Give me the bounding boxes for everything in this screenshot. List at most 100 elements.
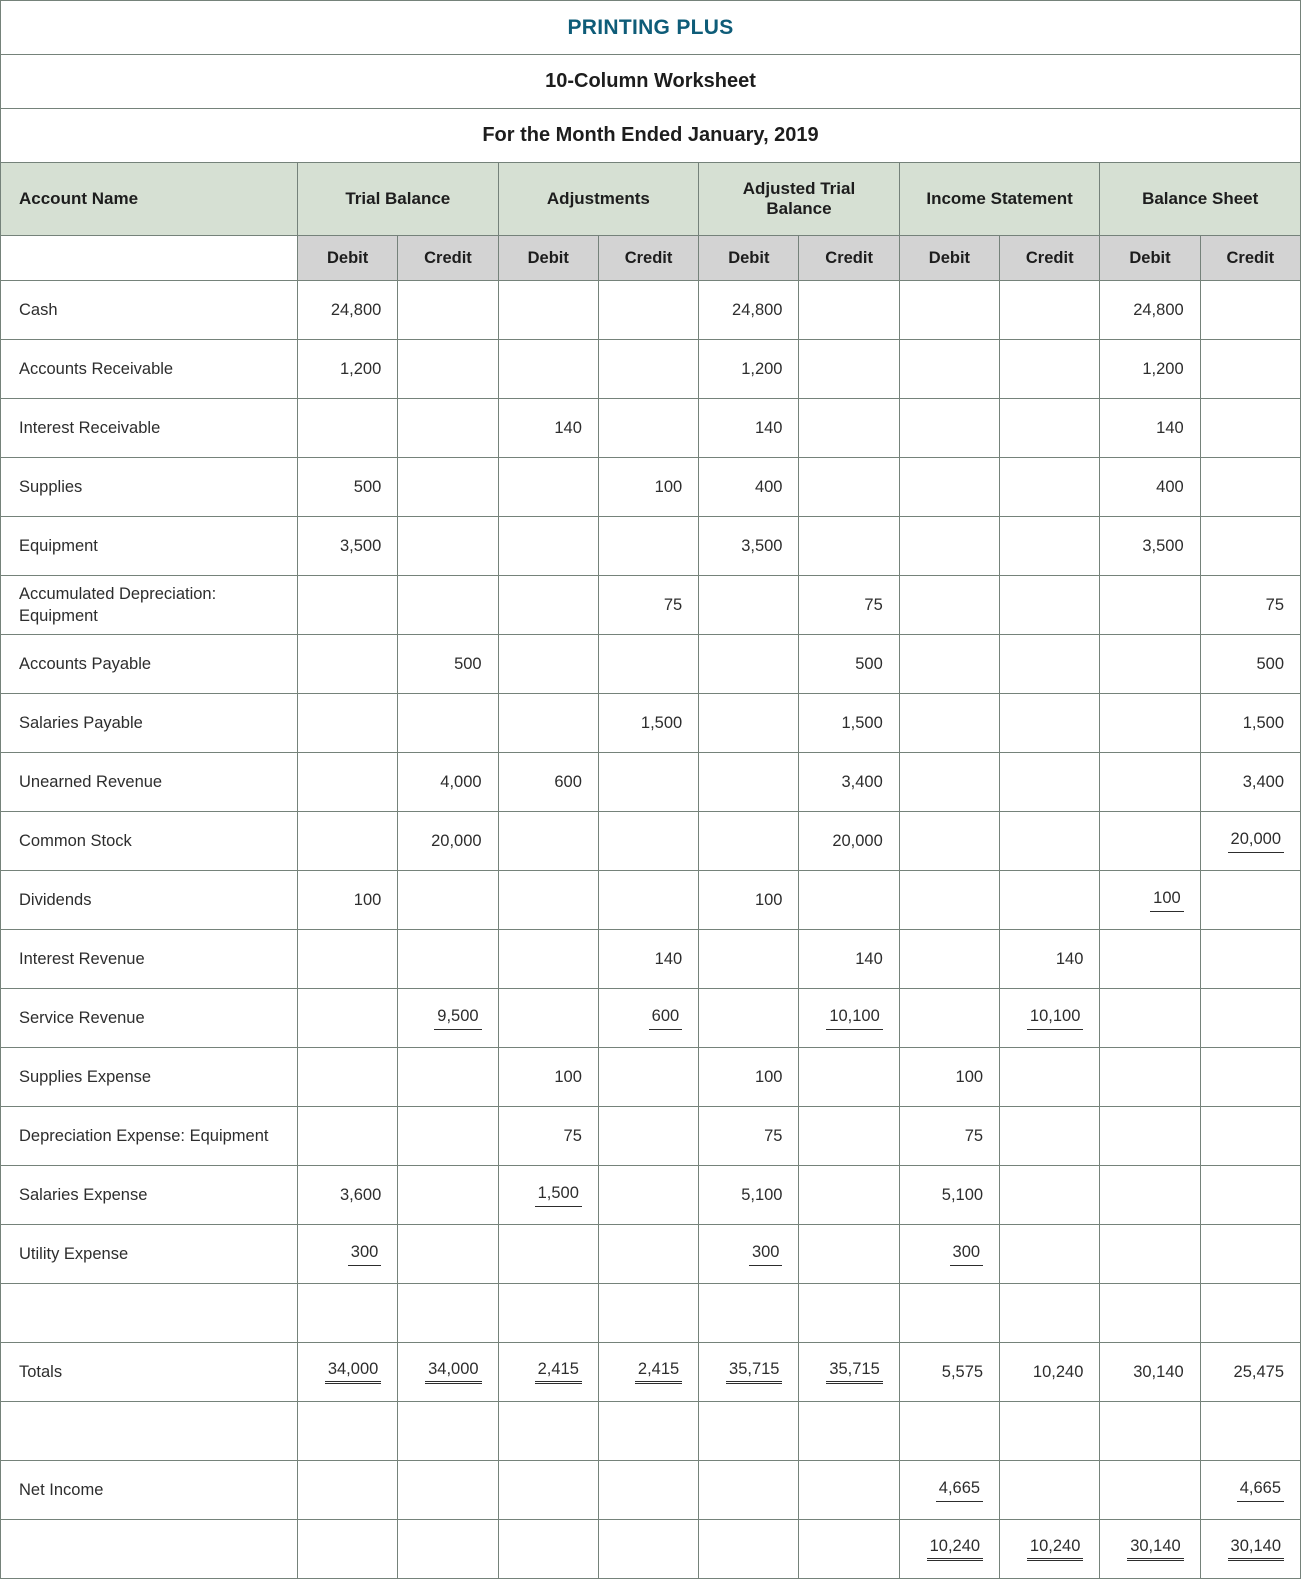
amount-cell: 140 — [497, 398, 599, 458]
amount-value: 100 — [955, 1067, 984, 1086]
amount-cell — [597, 1401, 700, 1461]
amount-cell — [296, 398, 399, 458]
amount-cell: 34,000 — [296, 1342, 399, 1402]
amount-value: 20,000 — [431, 831, 482, 850]
amount-cell: 140 — [698, 398, 800, 458]
amount-cell: 3,400 — [1199, 752, 1301, 812]
amount-cell: 100 — [296, 870, 399, 930]
amount-cell: 100 — [497, 1047, 599, 1107]
amount-cell: 500 — [296, 457, 399, 517]
table-row: 10,240 10,240 30,140 30,140 — [0, 1519, 1301, 1579]
amount-cell — [898, 752, 1001, 812]
amount-cell — [798, 516, 900, 576]
table-row: Common Stock 20,000 20,000 20,000 — [0, 811, 1301, 871]
amount-cell: 35,715 — [698, 1342, 800, 1402]
group-header-balance-sheet: Balance Sheet — [1099, 162, 1301, 236]
amount-cell — [999, 280, 1101, 340]
amount-cell: 1,500 — [1199, 693, 1301, 753]
amount-value: 34,000 — [324, 1360, 382, 1384]
amount-cell — [1199, 516, 1301, 576]
amount-value: 30,140 — [1127, 1537, 1184, 1561]
amount-cell — [1099, 575, 1201, 635]
amount-cell — [898, 988, 1001, 1048]
atb-debit-header: Debit — [698, 235, 800, 281]
amount-cell — [597, 280, 700, 340]
table-row — [0, 1283, 1301, 1343]
amount-cell: 100 — [698, 870, 800, 930]
amount-value: 3,500 — [340, 536, 382, 555]
amount-cell: 25,475 — [1199, 1342, 1301, 1402]
amount-cell — [296, 634, 399, 694]
amount-cell — [497, 1224, 599, 1284]
company-title: PRINTING PLUS — [0, 0, 1301, 55]
amount-cell — [397, 516, 499, 576]
amount-cell: 10,100 — [798, 988, 900, 1048]
amount-cell — [397, 929, 499, 989]
amount-value: 2,415 — [534, 1360, 582, 1384]
amount-cell: 1,500 — [497, 1165, 599, 1225]
amount-value: 100 — [654, 477, 683, 496]
amount-cell — [999, 398, 1101, 458]
amount-cell — [597, 398, 700, 458]
period-title: For the Month Ended January, 2019 — [0, 108, 1301, 163]
amount-cell — [296, 575, 399, 635]
account-name-cell: Interest Receivable — [0, 398, 298, 458]
column-group-header-row: Account Name Trial Balance Adjustments A… — [0, 162, 1301, 236]
amount-cell: 600 — [597, 988, 700, 1048]
amount-value: 500 — [1256, 654, 1284, 673]
amount-value: 75 — [964, 1126, 984, 1145]
amount-cell — [497, 811, 599, 871]
account-name-cell: Salaries Payable — [0, 693, 298, 753]
amount-cell: 1,200 — [698, 339, 800, 399]
amount-cell: 100 — [698, 1047, 800, 1107]
amount-cell: 500 — [397, 634, 499, 694]
amount-cell — [698, 1283, 800, 1343]
amount-cell: 3,500 — [296, 516, 399, 576]
amount-cell — [898, 516, 1001, 576]
amount-cell — [1099, 1460, 1201, 1520]
account-name-cell — [0, 1283, 298, 1343]
amount-value: 400 — [1156, 477, 1184, 496]
amount-cell: 300 — [698, 1224, 800, 1284]
amount-cell — [798, 1047, 900, 1107]
account-name-cell: Cash — [0, 280, 298, 340]
amount-cell — [1199, 870, 1301, 930]
amount-cell — [698, 634, 800, 694]
amount-value: 600 — [554, 772, 582, 791]
table-row: Service Revenue 9,500 600 10,100 10,100 — [0, 988, 1301, 1048]
amount-cell — [999, 1224, 1101, 1284]
table-row — [0, 1401, 1301, 1461]
amount-cell — [798, 457, 900, 517]
amount-cell — [1099, 811, 1201, 871]
amount-value: 75 — [1265, 595, 1284, 614]
amount-cell: 1,500 — [798, 693, 900, 753]
amount-cell — [999, 1283, 1101, 1343]
amount-cell — [1099, 929, 1201, 989]
amount-cell: 1,500 — [597, 693, 700, 753]
amount-cell — [999, 811, 1101, 871]
tb-debit-header: Debit — [296, 235, 399, 281]
amount-cell — [597, 1519, 700, 1579]
amount-cell: 10,240 — [898, 1519, 1001, 1579]
amount-cell — [999, 693, 1101, 753]
amount-cell — [1099, 988, 1201, 1048]
account-name-cell: Common Stock — [0, 811, 298, 871]
amount-cell — [698, 1460, 800, 1520]
amount-cell — [296, 1047, 399, 1107]
amount-cell — [397, 1047, 499, 1107]
amount-cell — [397, 339, 499, 399]
amount-cell — [999, 1460, 1101, 1520]
amount-cell — [497, 1283, 599, 1343]
amount-cell: 24,800 — [698, 280, 800, 340]
amount-cell — [1199, 339, 1301, 399]
amount-value: 10,100 — [826, 1007, 883, 1030]
amount-cell — [999, 575, 1101, 635]
is-credit-header: Credit — [999, 235, 1101, 281]
amount-cell: 75 — [898, 1106, 1001, 1166]
amount-cell: 75 — [798, 575, 900, 635]
amount-cell — [497, 929, 599, 989]
amount-cell — [798, 398, 900, 458]
amount-cell — [999, 1165, 1101, 1225]
amount-cell — [597, 339, 700, 399]
